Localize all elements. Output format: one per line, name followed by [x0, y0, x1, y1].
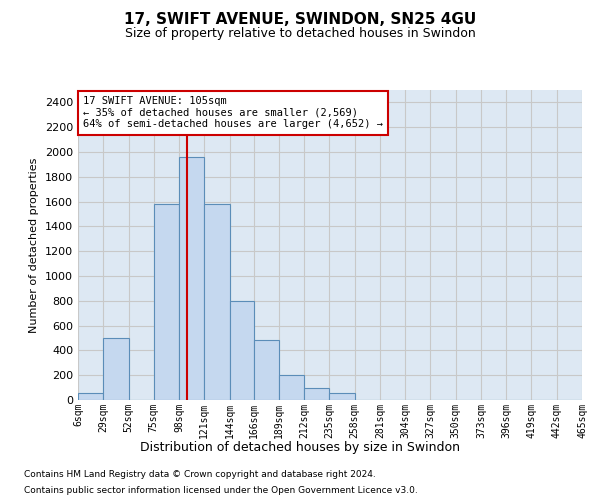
Bar — [329, 392, 355, 400]
Bar — [279, 375, 304, 400]
Bar — [154, 204, 179, 400]
Text: Size of property relative to detached houses in Swindon: Size of property relative to detached ho… — [125, 28, 475, 40]
Bar — [179, 157, 204, 400]
Text: Contains public sector information licensed under the Open Government Licence v3: Contains public sector information licen… — [24, 486, 418, 495]
Y-axis label: Number of detached properties: Number of detached properties — [29, 158, 40, 332]
Text: Contains HM Land Registry data © Crown copyright and database right 2024.: Contains HM Land Registry data © Crown c… — [24, 470, 376, 479]
Text: 17 SWIFT AVENUE: 105sqm
← 35% of detached houses are smaller (2,569)
64% of semi: 17 SWIFT AVENUE: 105sqm ← 35% of detache… — [83, 96, 383, 130]
Bar — [103, 338, 128, 400]
Bar — [204, 204, 230, 400]
Bar — [78, 392, 103, 400]
Text: 17, SWIFT AVENUE, SWINDON, SN25 4GU: 17, SWIFT AVENUE, SWINDON, SN25 4GU — [124, 12, 476, 28]
Bar — [254, 340, 279, 400]
Text: Distribution of detached houses by size in Swindon: Distribution of detached houses by size … — [140, 441, 460, 454]
Bar — [230, 301, 254, 400]
Bar — [304, 388, 329, 400]
